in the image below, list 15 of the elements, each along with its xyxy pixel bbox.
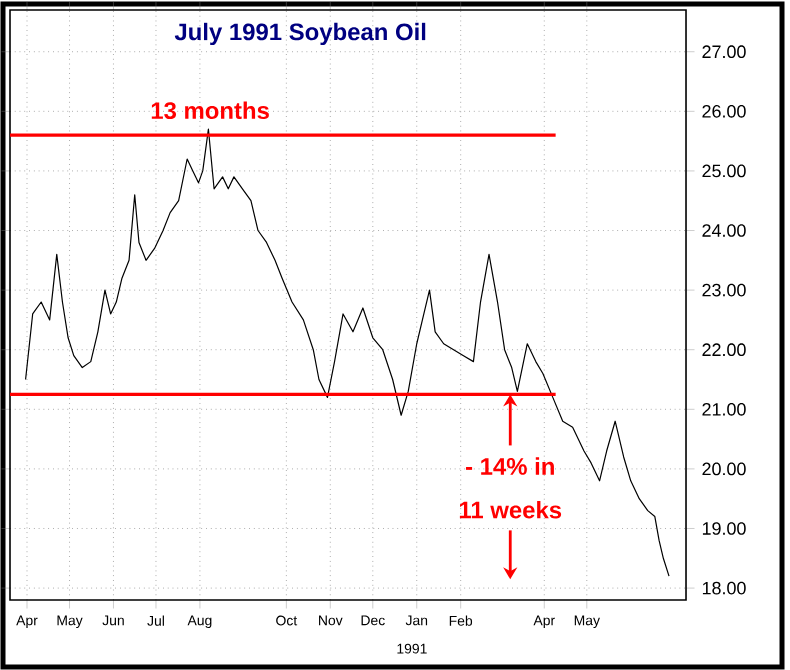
y-tick-label: 25.00 (702, 164, 746, 178)
annotation: - 14% in (466, 457, 554, 475)
y-tick-label: 23.00 (702, 283, 746, 297)
y-tick-label: 27.00 (702, 45, 746, 59)
y-tick-label: 26.00 (702, 104, 746, 118)
y-tick-label: 22.00 (702, 343, 746, 357)
annotation: 11 weeks (459, 500, 562, 519)
y-tick-label: 20.00 (702, 462, 746, 476)
y-tick-label: 18.00 (702, 581, 746, 595)
y-tick-label: 24.00 (702, 224, 746, 237)
text: July 1991 Soybean Oil (174, 22, 426, 46)
y-tick-label: 19.00 (702, 522, 746, 535)
line-series (24, 128, 670, 577)
y-tick-label: 21.00 (702, 402, 746, 416)
annotation: 13 months (151, 101, 269, 120)
